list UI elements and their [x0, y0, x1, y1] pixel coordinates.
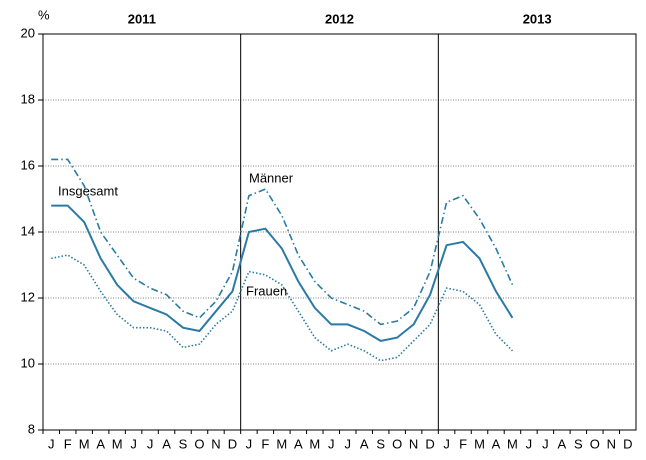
x-tick-label: S [179, 436, 188, 451]
x-tick-label: J [443, 436, 450, 451]
x-tick-label: J [328, 436, 335, 451]
x-tick-label: A [492, 436, 501, 451]
x-tick-label: M [474, 436, 485, 451]
x-tick-label: A [558, 436, 567, 451]
y-tick-label: 14 [21, 223, 35, 238]
x-tick-label: M [79, 436, 90, 451]
x-tick-label: J [147, 436, 154, 451]
year-label: 2011 [128, 11, 156, 26]
x-tick-label: A [294, 436, 303, 451]
x-tick-label: S [376, 436, 385, 451]
x-tick-label: D [228, 436, 237, 451]
series-line [51, 158, 514, 326]
x-tick-label: J [344, 436, 351, 451]
y-tick-label: 18 [21, 91, 35, 106]
x-tick-label: S [574, 436, 583, 451]
x-tick-label: A [360, 436, 369, 451]
series-line [51, 204, 514, 342]
y-tick-label: 10 [21, 355, 35, 370]
y-unit: % [38, 7, 50, 22]
x-tick-label: F [459, 436, 467, 451]
year-label: 2012 [325, 11, 354, 26]
x-tick-label: N [409, 436, 418, 451]
y-tick-label: 12 [21, 289, 35, 304]
y-tick-label: 8 [28, 421, 35, 436]
x-tick-label: O [590, 436, 600, 451]
y-tick-label: 16 [21, 157, 35, 172]
x-tick-label: M [309, 436, 320, 451]
x-tick-label: N [211, 436, 220, 451]
plot-frame [42, 33, 637, 431]
x-tick-label: M [112, 436, 123, 451]
year-label: 2013 [523, 11, 552, 26]
x-tick-label: O [194, 436, 204, 451]
x-tick-label: J [542, 436, 549, 451]
x-tick-label: F [64, 436, 72, 451]
x-tick-label: M [507, 436, 518, 451]
x-tick-label: J [246, 436, 253, 451]
x-tick-label: O [392, 436, 402, 451]
series-label: Insgesamt [58, 183, 118, 198]
x-tick-label: D [623, 436, 632, 451]
x-tick-label: F [261, 436, 269, 451]
series-label: Frauen [246, 283, 287, 298]
x-tick-label: M [276, 436, 287, 451]
x-tick-label: N [607, 436, 616, 451]
series-label: Männer [249, 170, 294, 185]
x-tick-label: D [425, 436, 434, 451]
x-tick-label: A [96, 436, 105, 451]
series-line [51, 254, 514, 362]
x-tick-label: J [130, 436, 137, 451]
x-tick-label: A [162, 436, 171, 451]
y-tick-label: 20 [21, 25, 35, 40]
x-tick-label: J [526, 436, 533, 451]
x-tick-label: J [48, 436, 55, 451]
